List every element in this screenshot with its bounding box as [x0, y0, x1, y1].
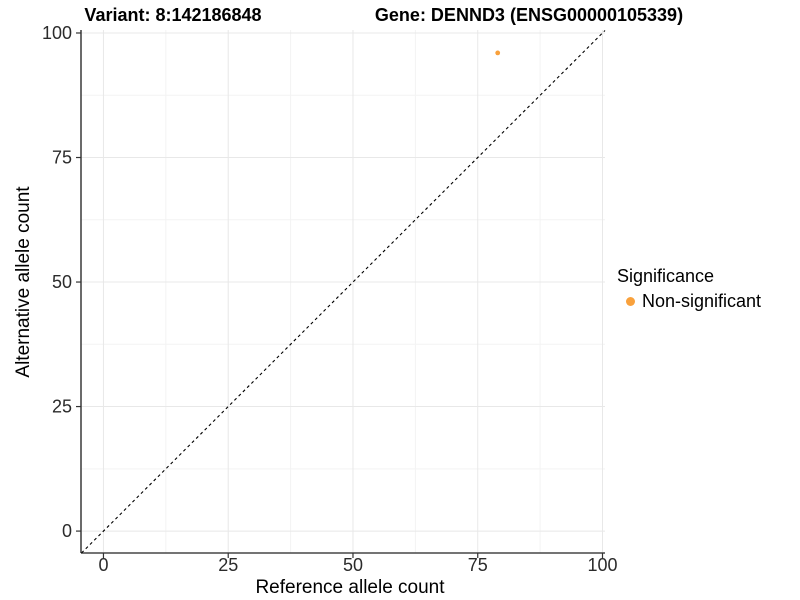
y-axis-title: Alternative allele count: [13, 186, 34, 378]
identity-line: [81, 30, 606, 554]
x-tick-label: 0: [98, 555, 108, 575]
y-tick-label: 100: [42, 23, 72, 43]
x-tick-label: 75: [468, 555, 488, 575]
tick-labels: 0 25 50 75 100 0 25 50 75 100: [42, 23, 618, 575]
x-tick-label: 25: [218, 555, 238, 575]
data-point: [495, 50, 501, 56]
x-tick-label: 100: [587, 555, 617, 575]
x-axis-title: Reference allele count: [255, 577, 445, 598]
x-tick-label: 50: [343, 555, 363, 575]
tick-marks: [76, 32, 604, 558]
legend-entry-label: Non-significant: [642, 291, 762, 311]
y-tick-label: 25: [52, 397, 72, 417]
grid-major: [81, 30, 605, 553]
axis-lines: [80, 30, 605, 554]
plot-title-variant: Variant: 8:142186848: [84, 5, 262, 25]
plot-title-gene: Gene: DENND3 (ENSG00000105339): [374, 5, 684, 25]
y-tick-label: 75: [52, 148, 72, 168]
y-tick-label: 50: [52, 272, 72, 292]
legend-key-dot-icon: [626, 297, 635, 306]
legend: Significance Non-significant: [617, 266, 761, 312]
grid-minor: [81, 30, 605, 553]
legend-entry: Non-significant: [617, 291, 761, 312]
legend-title: Significance: [617, 266, 715, 286]
y-tick-label: 0: [62, 521, 72, 541]
